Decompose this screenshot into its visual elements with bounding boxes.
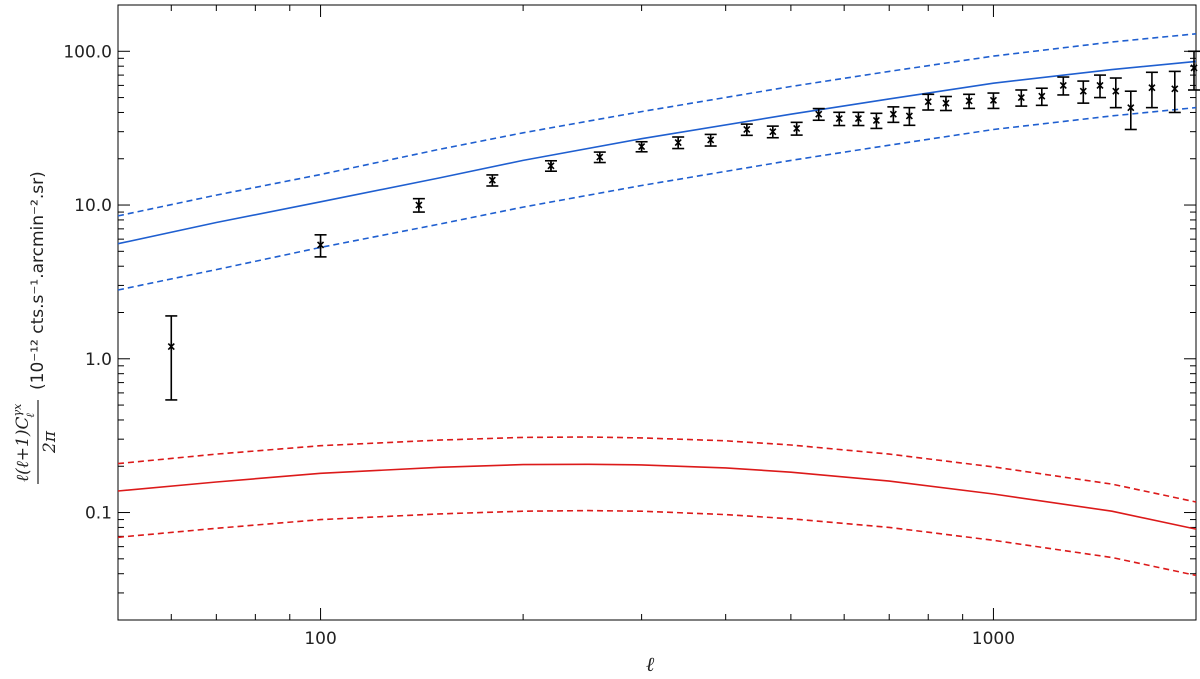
data-point xyxy=(766,125,779,139)
data-point xyxy=(903,106,916,127)
data-point xyxy=(1188,50,1200,91)
point-marker xyxy=(1171,84,1179,93)
point-marker xyxy=(743,125,751,134)
data-point xyxy=(1057,76,1070,96)
dashed-curve-5 xyxy=(117,436,1197,503)
data-point xyxy=(987,92,1000,110)
data-point xyxy=(165,315,178,401)
point-marker xyxy=(889,110,897,119)
data-point xyxy=(852,111,865,127)
data-point xyxy=(1035,87,1048,107)
data-point xyxy=(1015,89,1028,107)
point-marker xyxy=(488,176,496,185)
data-point xyxy=(412,197,425,213)
point-marker xyxy=(167,342,175,351)
data-point xyxy=(790,121,803,136)
data-points xyxy=(165,50,1200,401)
data-point xyxy=(1077,80,1090,104)
data-point xyxy=(870,112,883,130)
data-point xyxy=(672,136,685,150)
data-point xyxy=(314,234,327,258)
x-axis-label: ℓ xyxy=(646,652,655,676)
data-point xyxy=(740,123,753,137)
point-marker xyxy=(924,97,932,106)
data-point xyxy=(963,93,976,110)
point-marker xyxy=(905,111,913,120)
minor-ticks xyxy=(117,4,1197,621)
point-marker xyxy=(793,124,801,133)
y-axis-label-denominator: 2π xyxy=(40,430,60,454)
data-point xyxy=(1168,70,1181,114)
x-tick-label: 100 xyxy=(304,629,336,649)
point-marker xyxy=(942,99,950,108)
major-ticks xyxy=(118,5,1196,620)
y-tick-label: 100.0 xyxy=(63,42,112,62)
data-point xyxy=(486,174,499,187)
series-lines xyxy=(117,33,1197,577)
data-point xyxy=(704,133,717,147)
plot-frame xyxy=(117,4,1197,621)
point-marker xyxy=(638,142,646,151)
data-point xyxy=(1145,71,1158,109)
data-point xyxy=(812,107,825,122)
solid-curve-1 xyxy=(117,60,1197,245)
dashed-curve-6 xyxy=(117,509,1197,577)
y-axis-label-numerator: ℓ(ℓ+1)Cγxℓ xyxy=(11,403,37,482)
dashed-curve-3 xyxy=(117,106,1197,291)
y-tick-label: 10.0 xyxy=(74,196,112,216)
point-marker xyxy=(316,240,325,249)
y-axis-label-numerator-main: ℓ(ℓ+1)C xyxy=(13,417,33,483)
point-marker xyxy=(674,138,682,147)
y-axis-label-units: (10⁻¹² cts.s⁻¹.arcmin⁻².sr) xyxy=(28,171,48,390)
data-point xyxy=(593,151,606,164)
point-marker xyxy=(815,110,823,119)
y-tick-label: 1.0 xyxy=(85,350,112,370)
solid-curve-4 xyxy=(117,463,1197,530)
point-marker xyxy=(1017,93,1025,102)
data-point xyxy=(635,140,648,153)
point-marker xyxy=(1079,87,1087,96)
point-marker xyxy=(965,96,973,105)
data-point xyxy=(1109,77,1122,109)
data-point xyxy=(1094,74,1107,99)
y-axis-label-superscript: γx xyxy=(11,403,24,417)
data-point xyxy=(1124,90,1137,131)
point-marker xyxy=(989,96,998,105)
point-marker xyxy=(547,161,555,170)
data-point xyxy=(887,106,900,124)
point-marker xyxy=(1190,63,1198,72)
point-marker xyxy=(835,114,843,123)
data-point xyxy=(833,111,846,127)
point-marker xyxy=(1112,87,1120,96)
point-marker xyxy=(854,114,862,123)
y-axis-label-subscript: ℓ xyxy=(24,413,37,418)
point-marker xyxy=(1059,81,1067,90)
point-marker xyxy=(872,116,880,125)
point-marker xyxy=(1148,83,1156,92)
data-point xyxy=(939,95,952,112)
point-marker xyxy=(1127,103,1135,112)
tick-labels: 100 1000 0.1 1.0 10.0 100.0 xyxy=(63,42,1015,649)
y-tick-label: 0.1 xyxy=(85,504,112,524)
point-marker xyxy=(596,153,604,162)
y-axis-label: ℓ(ℓ+1)Cγxℓ 2π (10⁻¹² cts.s⁻¹.arcmin⁻².sr… xyxy=(11,171,60,484)
point-marker xyxy=(1038,92,1046,101)
x-tick-label: 1000 xyxy=(972,629,1015,649)
point-marker xyxy=(415,201,423,210)
point-marker xyxy=(1096,81,1104,90)
data-point xyxy=(544,159,557,172)
dashed-curve-2 xyxy=(117,33,1197,217)
data-point xyxy=(922,93,935,111)
point-marker xyxy=(707,135,715,144)
point-marker xyxy=(769,127,777,136)
